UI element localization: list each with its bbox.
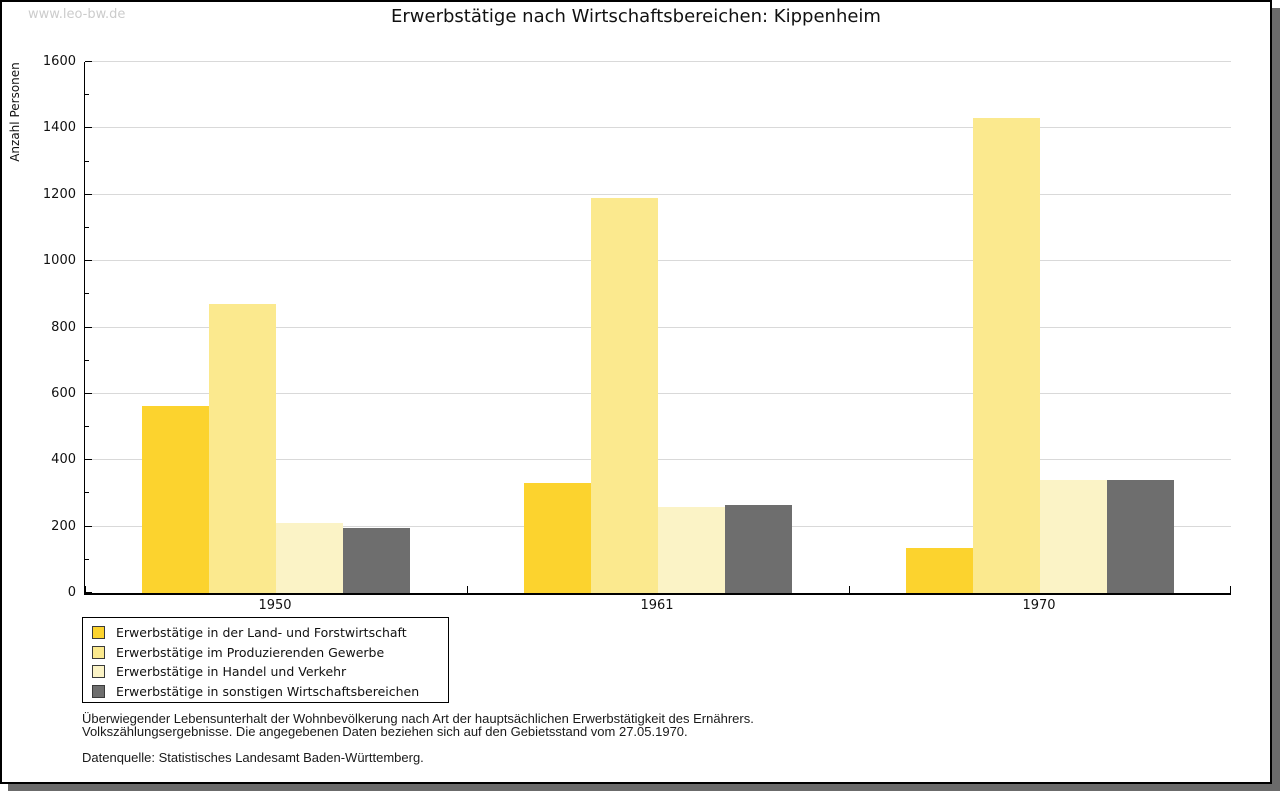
y-minor-tick-100 bbox=[85, 558, 89, 560]
bar-1950-series1 bbox=[142, 405, 209, 593]
y-major-tick-1000 bbox=[85, 260, 92, 262]
y-minor-tick-1300 bbox=[85, 160, 89, 162]
plot-area bbox=[84, 61, 1231, 595]
y-minor-tick-300 bbox=[85, 492, 89, 494]
y-tick-label-800: 800 bbox=[51, 319, 76, 335]
x-tick-label-1961: 1961 bbox=[640, 598, 674, 613]
legend-swatch-1 bbox=[92, 626, 105, 640]
chart-title: Erwerbstätige nach Wirtschaftsbereichen:… bbox=[391, 6, 881, 27]
y-minor-tick-900 bbox=[85, 293, 89, 295]
y-minor-tick-1500 bbox=[85, 94, 89, 96]
bar-1961-series4 bbox=[725, 505, 792, 593]
legend-label-1: Erwerbstätige in der Land- und Forstwirt… bbox=[116, 625, 407, 641]
legend-item-1: Erwerbstätige in der Land- und Forstwirt… bbox=[92, 623, 448, 643]
data-source-note: Datenquelle: Statistisches Landesamt Bad… bbox=[82, 750, 424, 765]
footnote-line-2: Volkszählungsergebnisse. Die angegebenen… bbox=[82, 724, 688, 739]
legend-swatch-4 bbox=[92, 684, 105, 698]
x-tick-label-1970: 1970 bbox=[1022, 598, 1056, 613]
y-axis-title: Anzahl Personen bbox=[8, 62, 22, 162]
legend-swatch-3 bbox=[92, 665, 105, 679]
gridline-1600 bbox=[85, 61, 1231, 62]
legend-item-3: Erwerbstätige in Handel und Verkehr bbox=[92, 662, 448, 682]
gridline-1400 bbox=[85, 127, 1231, 129]
gridline-600 bbox=[85, 392, 1231, 394]
gridline-1000 bbox=[85, 260, 1231, 262]
bar-1950-series3 bbox=[276, 523, 343, 593]
y-minor-tick-500 bbox=[85, 426, 89, 428]
bar-1950-series2 bbox=[209, 304, 276, 593]
watermark: www.leo-bw.de bbox=[28, 7, 126, 22]
bar-1970-series3 bbox=[1040, 480, 1107, 593]
bar-1970-series2 bbox=[973, 118, 1040, 593]
y-tick-label-1400: 1400 bbox=[42, 120, 76, 136]
y-tick-label-1600: 1600 bbox=[42, 54, 76, 69]
bar-1961-series2 bbox=[591, 198, 658, 593]
legend-item-4: Erwerbstätige in sonstigen Wirtschaftsbe… bbox=[92, 682, 448, 702]
y-major-tick-1400 bbox=[85, 127, 92, 129]
legend-item-2: Erwerbstätige im Produzierenden Gewerbe bbox=[92, 643, 448, 663]
y-major-tick-600 bbox=[85, 392, 92, 394]
y-major-tick-0 bbox=[85, 592, 92, 593]
y-tick-label-1200: 1200 bbox=[42, 186, 76, 202]
x-tick-1 bbox=[467, 586, 468, 593]
y-tick-label-1000: 1000 bbox=[42, 253, 76, 269]
x-tick-2 bbox=[849, 586, 850, 593]
gridline-800 bbox=[85, 326, 1231, 328]
legend-label-4: Erwerbstätige in sonstigen Wirtschaftsbe… bbox=[116, 683, 420, 699]
legend: Erwerbstätige in der Land- und Forstwirt… bbox=[82, 617, 449, 703]
y-tick-label-200: 200 bbox=[51, 518, 76, 534]
footnote-line-1: Überwiegender Lebensunterhalt der Wohnbe… bbox=[82, 711, 754, 726]
y-minor-tick-700 bbox=[85, 359, 89, 361]
x-tick-label-1950: 1950 bbox=[258, 598, 292, 613]
y-major-tick-200 bbox=[85, 525, 92, 527]
bar-1950-series4 bbox=[343, 528, 410, 593]
y-major-tick-800 bbox=[85, 326, 92, 328]
legend-label-3: Erwerbstätige in Handel und Verkehr bbox=[116, 664, 347, 680]
gridline-400 bbox=[85, 459, 1231, 461]
y-major-tick-400 bbox=[85, 459, 92, 461]
bar-1970-series4 bbox=[1107, 480, 1174, 593]
y-tick-label-400: 400 bbox=[51, 452, 76, 468]
bar-1961-series1 bbox=[524, 483, 591, 593]
legend-swatch-2 bbox=[92, 645, 105, 659]
x-tick-0 bbox=[85, 586, 86, 593]
x-tick-3 bbox=[1230, 586, 1231, 593]
y-major-tick-1200 bbox=[85, 193, 92, 195]
y-tick-label-0: 0 bbox=[67, 585, 76, 600]
y-tick-label-600: 600 bbox=[51, 385, 76, 401]
gridline-1200 bbox=[85, 193, 1231, 195]
y-major-tick-1600 bbox=[85, 61, 92, 62]
legend-label-2: Erwerbstätige im Produzierenden Gewerbe bbox=[116, 644, 385, 660]
y-minor-tick-1100 bbox=[85, 226, 89, 228]
bar-1961-series3 bbox=[658, 506, 725, 593]
bar-1970-series1 bbox=[906, 548, 973, 593]
